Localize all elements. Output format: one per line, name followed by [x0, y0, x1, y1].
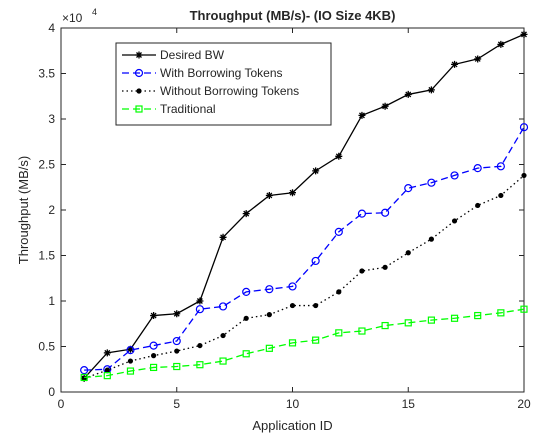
y-tick-label: 0: [48, 385, 55, 399]
star-marker: [220, 234, 227, 241]
star-marker: [243, 210, 250, 217]
dot-marker: [475, 203, 480, 208]
y-exponent-power: 4: [92, 7, 97, 17]
star-marker: [382, 103, 389, 110]
dot-marker: [128, 358, 133, 363]
dot-marker: [359, 268, 364, 273]
dot-marker: [136, 88, 141, 93]
dot-marker: [220, 333, 225, 338]
y-tick-label: 1: [48, 294, 55, 308]
y-axis-label: Throughput (MB/s): [16, 156, 31, 264]
y-tick-label: 0.5: [38, 340, 55, 354]
star-marker: [173, 310, 180, 317]
star-marker: [474, 55, 481, 62]
dot-marker: [521, 173, 526, 178]
y-tick-label: 3.5: [38, 67, 55, 81]
y-exponent-base: ×10: [62, 11, 83, 25]
x-tick-label: 0: [58, 397, 65, 411]
dot-marker: [313, 303, 318, 308]
y-tick-label: 3: [48, 112, 55, 126]
star-marker: [335, 153, 342, 160]
dot-marker: [429, 237, 434, 242]
star-marker: [405, 91, 412, 98]
x-tick-label: 5: [173, 397, 180, 411]
x-tick-label: 15: [402, 397, 416, 411]
dot-marker: [406, 250, 411, 255]
dot-marker: [336, 289, 341, 294]
y-tick-label: 2: [48, 203, 55, 217]
legend: Desired BW With Borrowing Tokens Without B…: [116, 43, 331, 125]
legend-label: Desired BW: [160, 48, 225, 62]
chart-title: Throughput (MB/s)- (IO Size 4KB): [190, 8, 396, 23]
dot-marker: [290, 303, 295, 308]
legend-label: Without Borrowing Tokens: [160, 84, 299, 98]
star-marker: [196, 298, 203, 305]
star-marker: [358, 112, 365, 119]
dot-marker: [452, 218, 457, 223]
legend-label: With Borrowing Tokens: [160, 66, 283, 80]
star-marker: [266, 192, 273, 199]
dot-marker: [105, 368, 110, 373]
star-marker: [104, 349, 111, 356]
star-marker: [289, 189, 296, 196]
x-tick-label: 20: [517, 397, 531, 411]
dot-marker: [174, 348, 179, 353]
dot-marker: [383, 265, 388, 270]
y-tick-label: 4: [48, 21, 55, 35]
y-tick-label: 2.5: [38, 158, 55, 172]
star-marker: [312, 167, 319, 174]
x-tick-label: 10: [286, 397, 300, 411]
dot-marker: [244, 316, 249, 321]
dot-marker: [151, 353, 156, 358]
star-marker: [451, 61, 458, 68]
dot-marker: [267, 312, 272, 317]
dot-marker: [197, 343, 202, 348]
star-marker: [136, 52, 143, 59]
y-tick-label: 1.5: [38, 249, 55, 263]
star-marker: [497, 41, 504, 48]
star-marker: [428, 86, 435, 93]
x-axis-label: Application ID: [252, 418, 332, 433]
star-marker: [150, 312, 157, 319]
star-marker: [521, 31, 528, 38]
legend-label: Traditional: [160, 102, 216, 116]
dot-marker: [498, 193, 503, 198]
